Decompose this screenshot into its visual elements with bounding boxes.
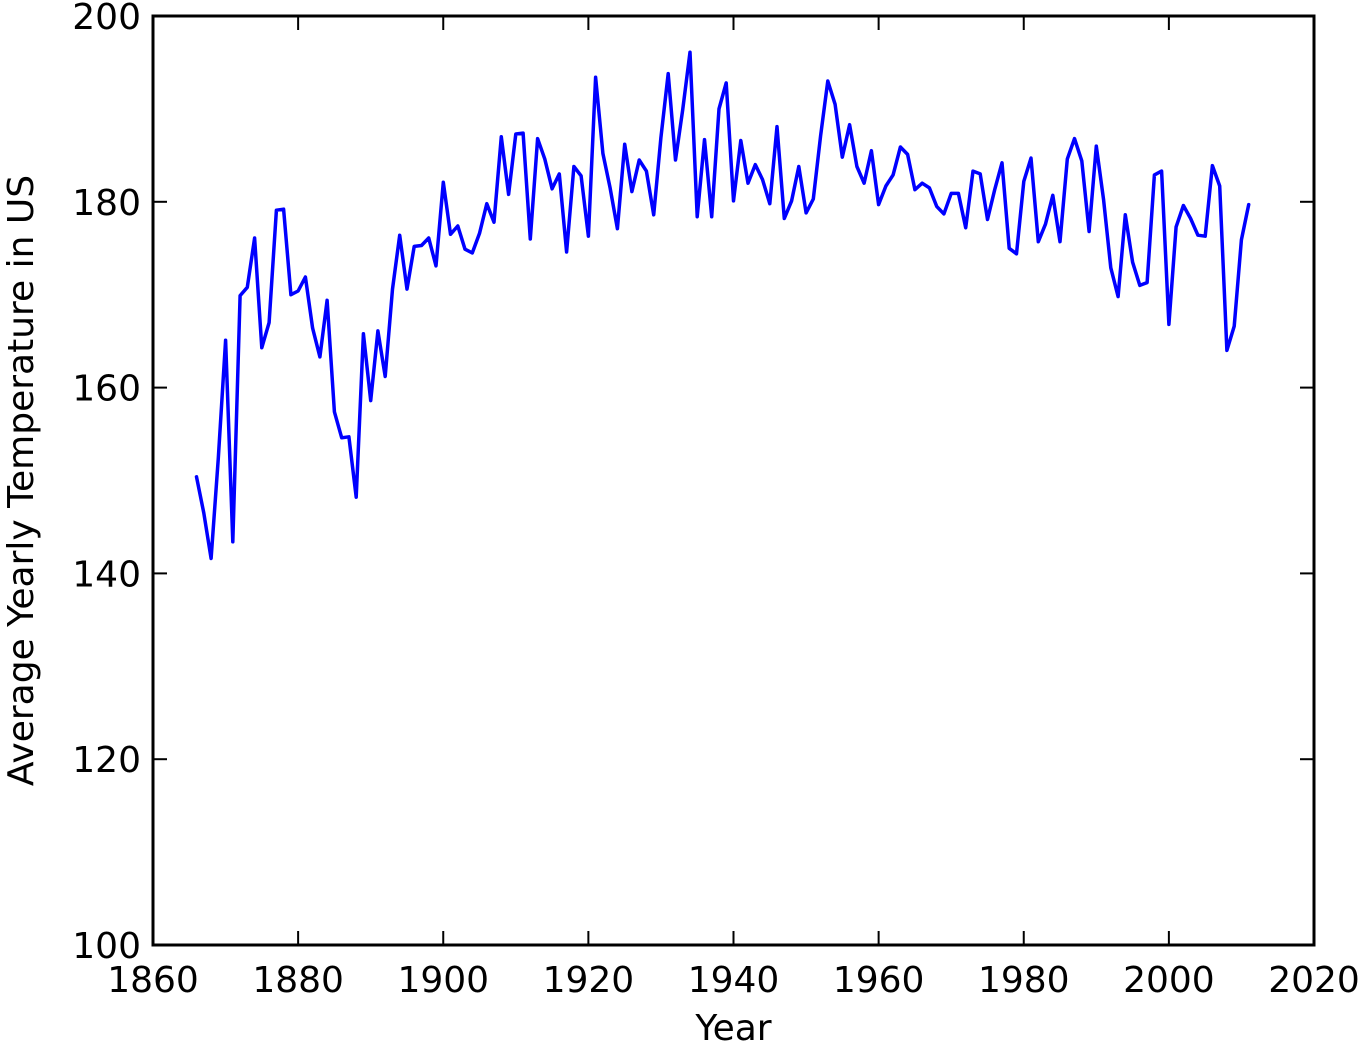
x-tick-label: 1980: [978, 960, 1070, 1001]
tick-labels: 1860 1880 1900 1920 1940 1960 1980 2000 2020 100 1…: [72, 0, 1360, 1001]
x-tick-label: 2000: [1123, 960, 1215, 1001]
x-tick-label: 2020: [1268, 960, 1360, 1001]
x-tick-label: 1860: [107, 960, 199, 1001]
y-tick-label: 160: [72, 369, 141, 410]
y-axis-label: Average Yearly Temperature in US: [1, 175, 42, 786]
plot-frame: [151, 14, 1316, 947]
axis-ticks: [152, 15, 1315, 946]
x-tick-label: 1920: [543, 960, 635, 1001]
x-tick-label: 1880: [252, 960, 344, 1001]
series-line: [194, 50, 1251, 561]
y-tick-label: 120: [72, 740, 141, 781]
x-axis-label: Year: [694, 1008, 771, 1047]
x-tick-label: 1960: [833, 960, 925, 1001]
y-tick-label: 200: [72, 0, 141, 38]
y-tick-label: 100: [72, 926, 141, 967]
x-tick-label: 1940: [688, 960, 780, 1001]
y-tick-label: 140: [72, 554, 141, 595]
y-tick-label: 180: [72, 183, 141, 224]
x-tick-label: 1900: [397, 960, 489, 1001]
